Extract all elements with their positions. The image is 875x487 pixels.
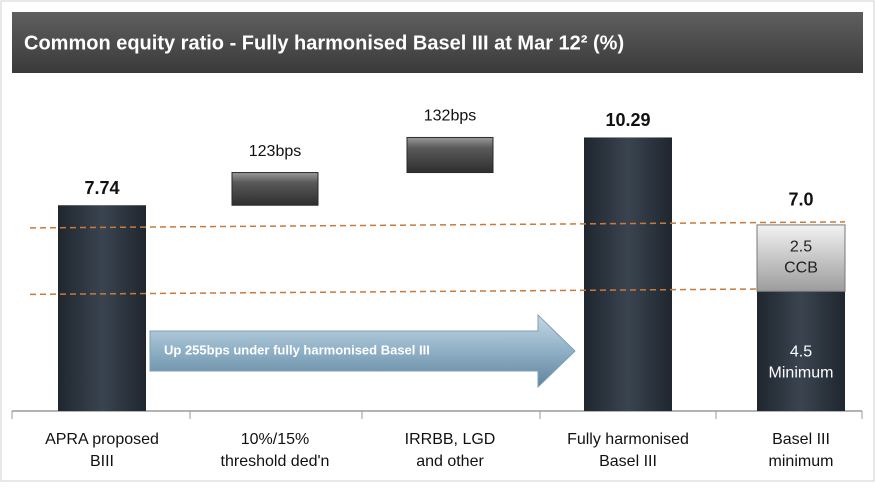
x-tick-label: IRRBB, LGD [405,431,496,448]
reference-line [29,221,846,229]
stack-segment [756,224,846,292]
x-tick-label: Basel III [599,453,657,470]
annotation: Up 255bps under fully harmonised Basel I… [164,342,430,357]
value-label: 7.0 [788,190,813,210]
bar [584,137,672,411]
x-tick-label: Fully harmonised [567,431,689,448]
x-tick-label: minimum [769,453,834,470]
stack-segment [757,291,845,411]
segment-name: Minimum [769,364,834,381]
value-label: 123bps [249,143,302,160]
x-tick-label: APRA proposed [45,431,159,448]
value-label: 132bps [424,108,477,125]
x-tick-label: and other [416,453,484,470]
x-tick-label: BIII [90,453,114,470]
value-label: 10.29 [605,110,650,130]
arrow [149,313,576,389]
x-tick-label: Basel III [772,431,830,448]
segment-name: CCB [784,259,818,276]
reference-line [29,287,846,296]
delta-bar [231,172,319,206]
delta-bar [406,136,494,174]
chart-title: Common equity ratio - Fully harmonised B… [24,32,624,54]
x-tick-label: 10%/15% [241,431,310,448]
segment-value: 2.5 [790,238,812,255]
title-bar [12,12,863,73]
segment-value: 4.5 [790,343,812,360]
x-tick-label: threshold ded'n [221,453,330,470]
value-label: 7.74 [84,178,119,198]
bar [58,205,146,411]
